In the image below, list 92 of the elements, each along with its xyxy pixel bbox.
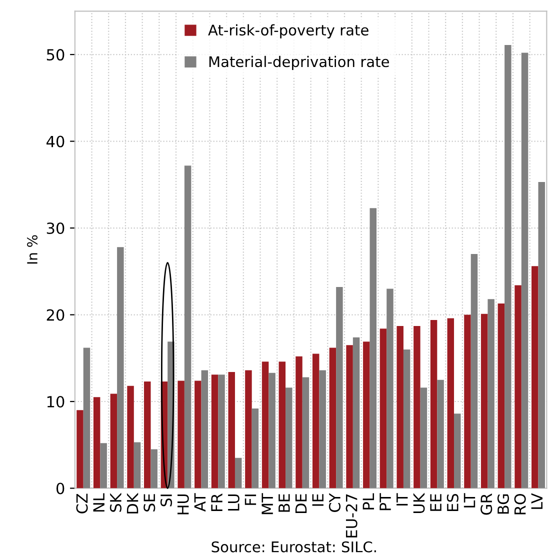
x-tick-label: NL [93, 493, 104, 512]
bar [437, 380, 444, 488]
bar [447, 318, 454, 488]
bar [346, 345, 353, 488]
bar [414, 326, 420, 488]
bar [454, 414, 461, 488]
bar [110, 394, 118, 488]
bar [296, 356, 302, 488]
bar [211, 374, 218, 488]
x-tick-label: BG [497, 494, 509, 514]
bar [83, 348, 90, 488]
x-tick-label: GR [480, 494, 492, 515]
bar [363, 342, 370, 488]
bar [498, 303, 505, 488]
bar [117, 247, 124, 488]
bar [278, 362, 286, 488]
bar [370, 208, 377, 488]
bar [336, 287, 343, 488]
bar [521, 52, 528, 488]
bar [380, 328, 387, 488]
x-tick-label: DE [295, 494, 307, 514]
y-tick-label: 30 [46, 222, 64, 234]
x-tick-label: SE [144, 494, 156, 512]
bar [403, 349, 410, 488]
bar [352, 337, 360, 488]
bar [538, 182, 545, 488]
bar [100, 443, 107, 488]
legend-label: At-risk-of-poverty rate [208, 24, 368, 38]
bar [201, 370, 208, 488]
x-tick-label: PL [362, 493, 374, 510]
x-tick-label: IE [312, 494, 324, 506]
bar [514, 285, 522, 488]
bar [480, 314, 488, 488]
bar [470, 254, 478, 488]
x-tick-label: DK [126, 492, 138, 514]
x-tick-label: MT [262, 493, 273, 514]
y-tick-label: 20 [46, 309, 64, 321]
x-tick-label: IT [396, 493, 408, 506]
bar [302, 377, 310, 488]
bar [150, 449, 158, 488]
x-tick-label: LT [464, 493, 476, 508]
bar [319, 370, 326, 488]
bar [286, 388, 292, 488]
y-tick-label: 10 [47, 396, 64, 408]
source-note: Source: Eurostat: SILC. [212, 541, 376, 552]
bar [245, 370, 252, 488]
bar [420, 388, 428, 488]
x-tick-label: CY [328, 493, 341, 512]
x-tick-label: FR [211, 494, 222, 512]
x-tick-label: LU [228, 494, 240, 511]
x-tick-label: PT [380, 493, 391, 510]
y-tick-label: 50 [46, 48, 64, 61]
y-tick-label: 40 [46, 136, 64, 148]
bar [488, 299, 494, 488]
x-tick-label: RO [514, 494, 526, 514]
x-tick-label: BE [278, 494, 290, 512]
bar [464, 314, 471, 488]
bar [504, 44, 512, 488]
bar [228, 372, 235, 488]
bar [218, 374, 225, 488]
bar [93, 397, 100, 488]
x-tick-label: AT [194, 493, 206, 512]
bar [329, 348, 336, 488]
legend-label: Material-deprivation rate [209, 56, 390, 70]
x-tick-label: UK [413, 492, 425, 513]
x-tick-label: SI [160, 494, 172, 506]
x-tick-label: ES [446, 494, 458, 511]
x-tick-label: EU-27 [346, 494, 358, 538]
bar [268, 372, 276, 488]
x-tick-label: SK [110, 492, 122, 512]
x-tick-label: HU [178, 494, 189, 514]
bar [134, 442, 141, 488]
bar [76, 410, 84, 488]
x-tick-label: CZ [76, 494, 88, 514]
bar [252, 408, 259, 488]
bar [234, 458, 242, 488]
bar [184, 166, 192, 488]
bar [396, 326, 404, 488]
bar [178, 380, 184, 488]
bar [532, 266, 538, 488]
bar [144, 382, 151, 488]
bar [262, 362, 269, 488]
y-axis-title: In % [27, 235, 38, 264]
bar [194, 380, 202, 488]
x-tick-label: LV [531, 493, 542, 509]
x-tick-label: FI [244, 494, 256, 505]
bar [386, 288, 394, 488]
x-tick-label: EE [430, 494, 442, 511]
bar [312, 354, 320, 488]
bar [430, 320, 438, 488]
y-tick-label: 0 [56, 482, 64, 494]
bar [127, 386, 134, 488]
